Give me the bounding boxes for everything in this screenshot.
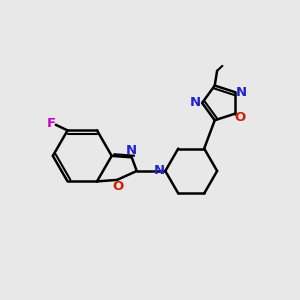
Text: N: N [153,164,164,178]
Text: N: N [190,96,201,110]
Text: O: O [112,180,123,193]
Text: O: O [235,111,246,124]
Text: N: N [236,86,247,99]
Text: F: F [47,116,56,130]
Text: N: N [126,144,137,158]
